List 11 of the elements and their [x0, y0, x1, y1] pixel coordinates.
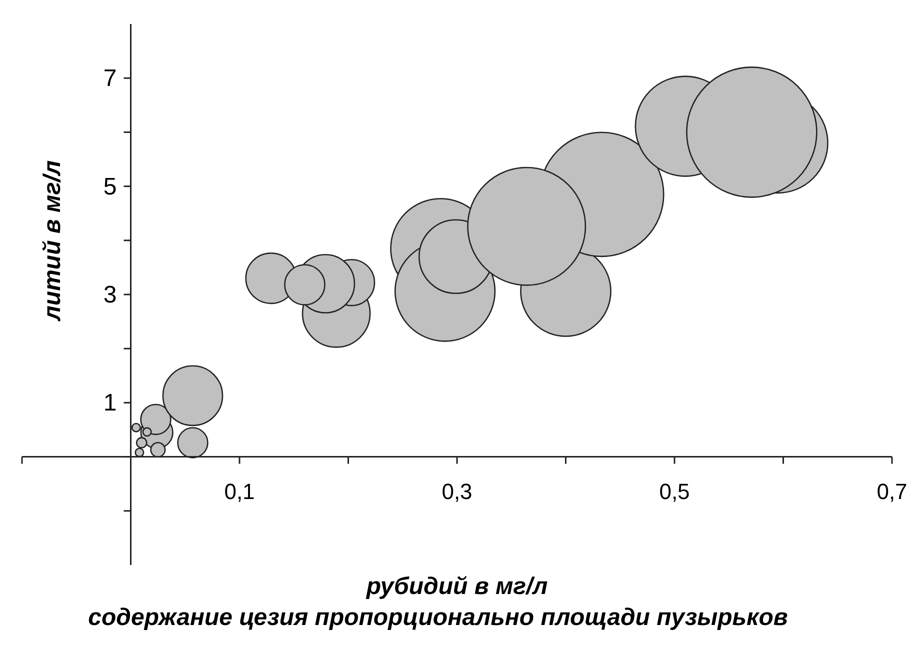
x-axis-title: рубидий в мг/л	[365, 573, 548, 600]
x-tick-label: 0,7	[876, 478, 908, 504]
y-tick-label: 7	[103, 65, 117, 92]
x-tick-label: 0,5	[659, 478, 690, 504]
y-axis-title: литий в мг/л	[39, 160, 66, 322]
x-tick-label: 0,3	[442, 478, 472, 504]
text: содержание цезия пропорционально площади пузырьков	[87, 604, 789, 632]
x-tick-label: 0,1	[224, 478, 255, 504]
y-tick-label: 5	[103, 173, 117, 200]
y-tick-label: 3	[103, 282, 117, 308]
y-tick-label: 1	[103, 390, 117, 417]
